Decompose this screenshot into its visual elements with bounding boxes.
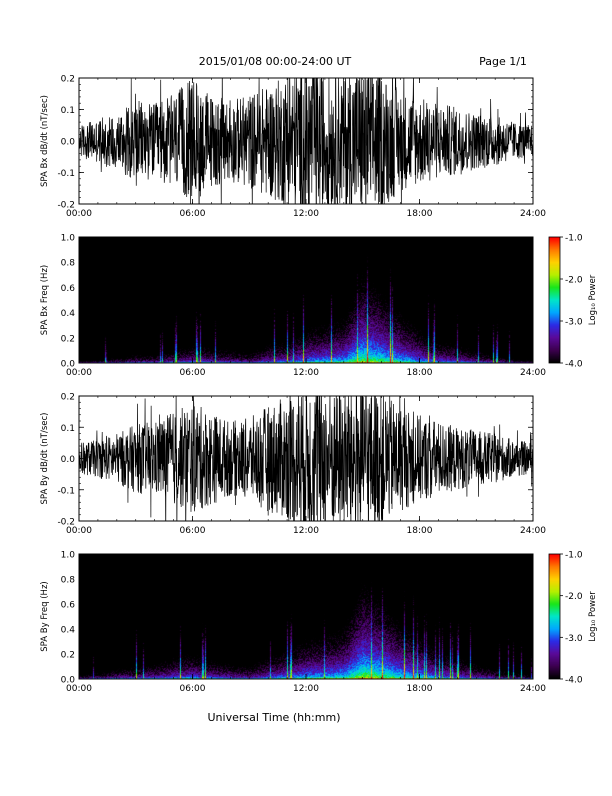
y-tick-label: 0.1 (61, 106, 75, 116)
y-tick-label: 0.6 (61, 284, 76, 294)
colorbar-gradient (549, 237, 560, 363)
y-tick-label: -0.2 (57, 518, 75, 528)
x-tick-label: 18:00 (407, 526, 433, 536)
x-tick-label: 24:00 (520, 209, 546, 219)
colorbar-tick-label: -2.0 (565, 592, 583, 602)
spectrogram-heatmap (79, 237, 533, 363)
colorbar-tick-label: -3.0 (565, 318, 583, 328)
x-tick-label: 24:00 (520, 684, 546, 694)
y-tick-label: 0.2 (61, 393, 75, 403)
series-line (79, 78, 533, 204)
series-line (79, 396, 533, 521)
x-tick-label: 00:00 (66, 526, 92, 536)
x-tick-label: 00:00 (66, 684, 92, 694)
x-tick-label: 06:00 (180, 684, 206, 694)
colorbar: -1.0 -2.0 -3.0 -4.0 Log₁₀ Power (548, 551, 598, 686)
colorbar-frame (548, 553, 561, 680)
page-number: Page 1/1 (479, 55, 527, 68)
x-tick-label: 06:00 (180, 368, 206, 378)
y-axis-label: SPA By Freq (Hz) (40, 581, 50, 651)
x-tick-label: 24:00 (520, 368, 546, 378)
x-tick-label: 18:00 (407, 209, 433, 219)
x-tick-label: 06:00 (180, 526, 206, 536)
x-tick-label: 12:00 (293, 684, 319, 694)
y-tick-label: 0.6 (61, 601, 76, 611)
x-tick-label: 12:00 (293, 368, 319, 378)
spectrogram-heatmap (79, 554, 533, 679)
colorbar-frame (548, 236, 561, 364)
x-tick-label: 00:00 (66, 368, 92, 378)
y-tick-label: 0.0 (61, 455, 76, 465)
panel-bx-spectrogram: 1.0 0.8 0.6 0.4 0.2 0.000:00 06:00 12:00 18:00 24… (40, 234, 546, 379)
colorbar-label: Log₁₀ Power (588, 591, 598, 642)
y-tick-label: 0.0 (61, 676, 76, 686)
colorbar-tick-label: -1.0 (565, 234, 583, 244)
x-tick-label: 24:00 (520, 526, 546, 536)
colorbar: -1.0 -2.0 -3.0 -4.0 Log₁₀ Power (548, 234, 598, 370)
y-tick-label: 0.0 (61, 360, 76, 370)
y-tick-label: 0.0 (61, 138, 76, 148)
y-tick-label: -0.2 (57, 201, 75, 211)
y-tick-label: 0.8 (61, 259, 76, 269)
colorbar-tick-label: -4.0 (565, 360, 583, 370)
x-tick-label: 18:00 (407, 368, 433, 378)
x-axis-label: Universal Time (hh:mm) (208, 711, 341, 724)
colorbar-tick-label: -1.0 (565, 551, 583, 561)
y-tick-label: -0.1 (57, 486, 75, 496)
colorbar-tick-label: -4.0 (565, 676, 583, 686)
y-tick-label: 1.0 (61, 551, 76, 561)
y-tick-label: 0.1 (61, 424, 75, 434)
colorbar-tick-label: -2.0 (565, 276, 583, 286)
x-tick-label: 00:00 (66, 209, 92, 219)
colorbar-label: Log₁₀ Power (588, 274, 598, 325)
x-tick-label: 12:00 (293, 526, 319, 536)
panel-bx-timeseries: 0.2 0.1 0.0 -0.1 -0.200:00 06:00 12:00 18:00 24:… (40, 75, 546, 220)
y-tick-label: 0.4 (61, 626, 76, 636)
y-tick-label: 0.2 (61, 75, 75, 85)
y-tick-label: -0.1 (57, 169, 75, 179)
colorbar-gradient (549, 554, 560, 679)
x-tick-label: 18:00 (407, 684, 433, 694)
y-axis-label: SPA By dB/dt (nT/sec) (40, 413, 50, 505)
y-tick-label: 0.2 (61, 334, 75, 344)
figure-title: 2015/01/08 00:00-24:00 UT (199, 55, 352, 68)
y-tick-label: 0.4 (61, 309, 76, 319)
y-axis-label: SPA Bx dB/dt (nT/sec) (40, 95, 50, 187)
y-tick-label: 0.8 (61, 576, 76, 586)
colorbar-tick-label: -3.0 (565, 634, 583, 644)
x-tick-label: 12:00 (293, 209, 319, 219)
y-tick-label: 1.0 (61, 234, 76, 244)
panel-by-timeseries: 0.2 0.1 0.0 -0.1 -0.200:00 06:00 12:00 18:00 24:… (40, 393, 546, 537)
y-tick-label: 0.2 (61, 651, 75, 661)
x-tick-label: 06:00 (180, 209, 206, 219)
panels-group: 0.20.10.0-0.1-0.200:00 06:00 12:00 18:00 24:… (40, 75, 598, 695)
y-axis-label: SPA Bx Freq (Hz) (40, 265, 50, 335)
panel-by-spectrogram: 1.0 0.8 0.6 0.4 0.2 0.000:00 06:00 12:00 18:00 24… (40, 551, 546, 695)
